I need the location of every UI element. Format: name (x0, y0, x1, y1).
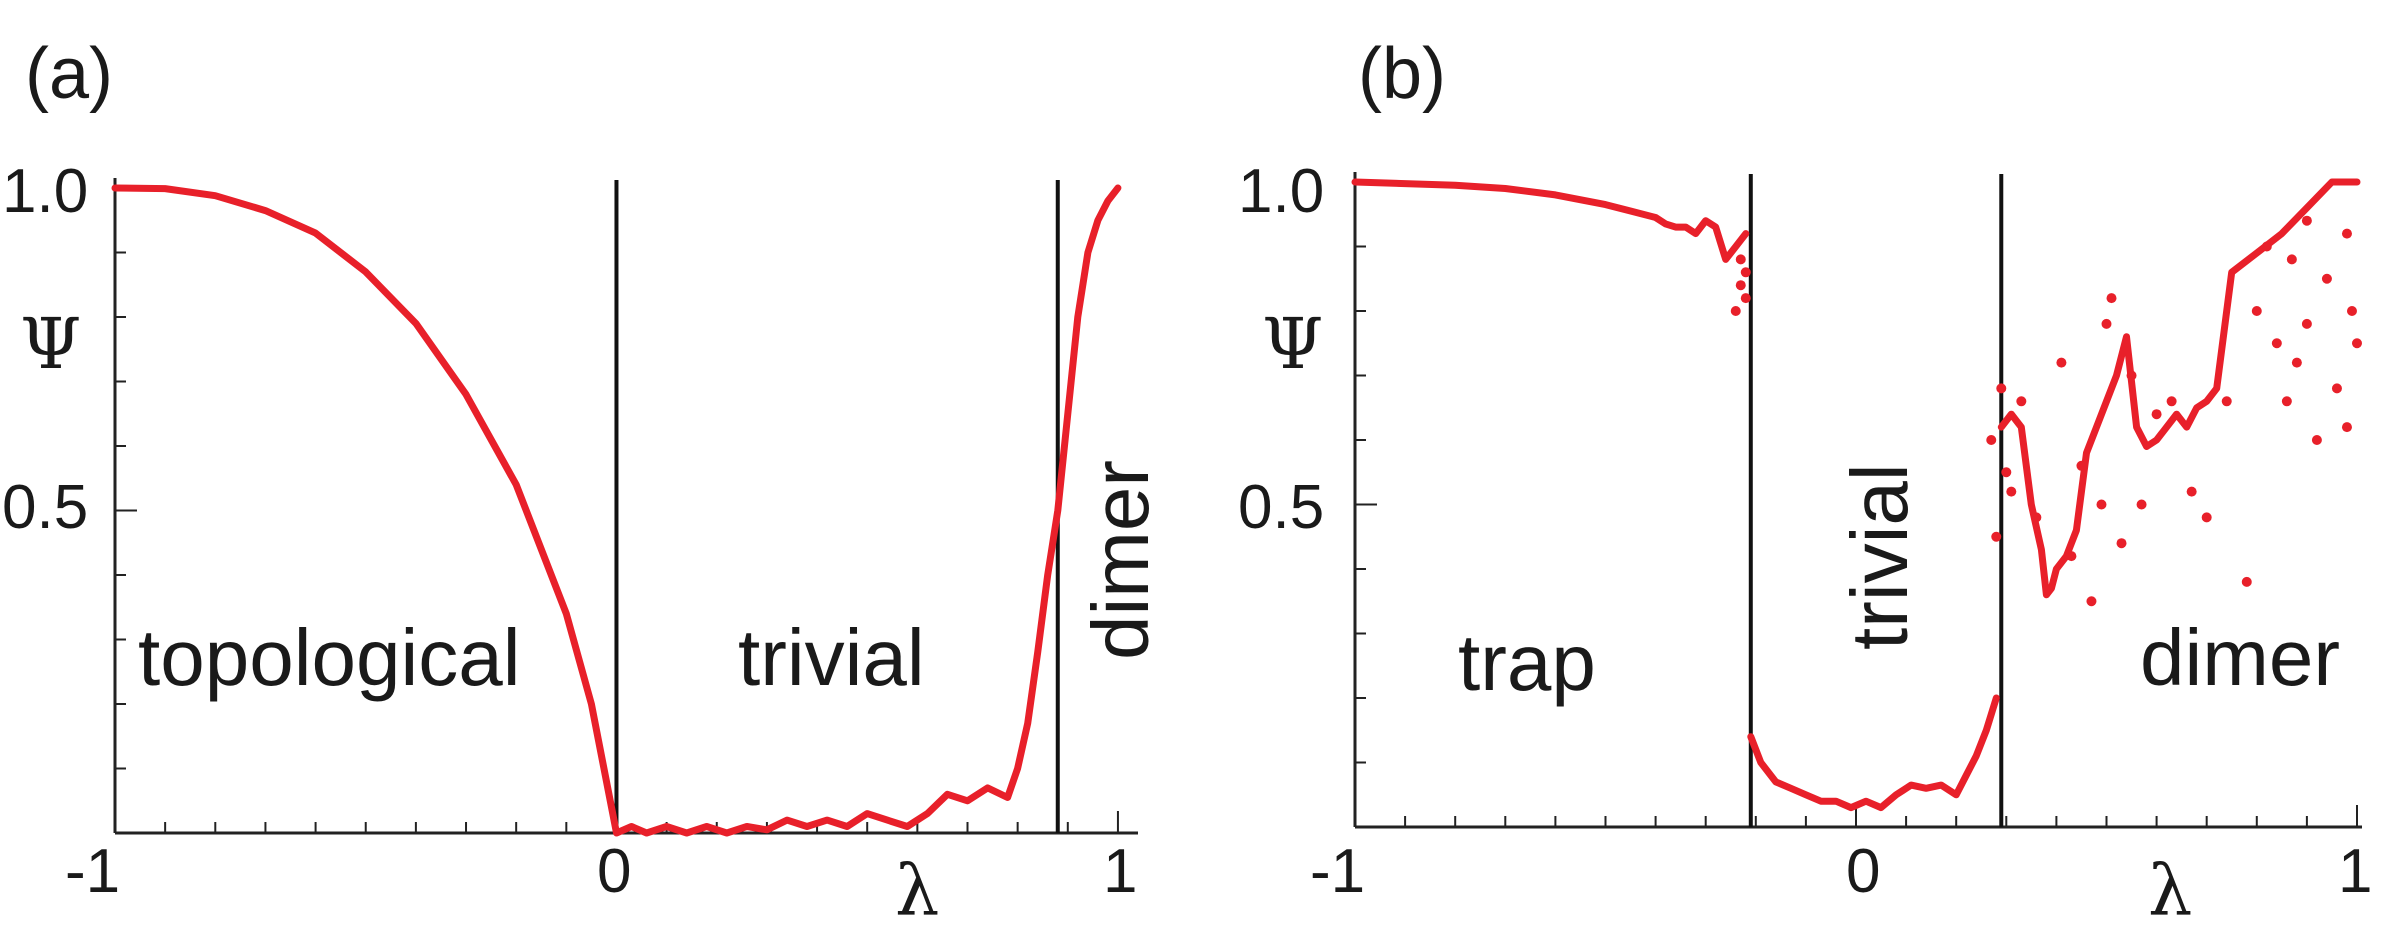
panel-b-scatter-point (1730, 306, 1741, 316)
panel-b-x-tick-label: 0 (1846, 837, 1880, 906)
panel-a-x-tick-label: 0 (597, 837, 631, 906)
panel-b-region-label: trivial (1835, 463, 1924, 650)
panel-b-scatter-point (2251, 306, 2262, 316)
panel-a-region-label: dimer (1076, 460, 1165, 660)
panel-b-scatter-point (2281, 396, 2292, 407)
panel-b-scatter-point (2066, 551, 2077, 562)
panel-a-region-label: trivial (738, 613, 925, 702)
panel-b-scatter-point (2351, 338, 2362, 349)
panel-b-series-line (1351, 178, 1750, 263)
panel-b-scatter-point (2136, 499, 2147, 510)
panel-b-scatter-point (2301, 215, 2312, 226)
panel-b-scatter-point (2116, 538, 2127, 549)
panel-a-x-axis-title: λ (895, 850, 939, 932)
panel-b-region-label: dimer (2140, 613, 2340, 702)
panel-b-scatter-point (1996, 383, 2007, 394)
panel-b: (b) Ψ λ -1 0 1 1.0 0.5 trap trivial dime… (1238, 34, 2372, 932)
panel-b-x-tick-label: -1 (1310, 837, 1365, 906)
panel-b-y-axis-title: Ψ (1262, 303, 1323, 385)
panel-b-scatter-point (2321, 273, 2332, 284)
panel-b-scatter-point (2301, 318, 2312, 329)
panel-b-x-axis-title: λ (2148, 850, 2192, 932)
panel-b-y-tick-label: 0.5 (1238, 473, 1324, 542)
panel-b-scatter-point (1991, 531, 2002, 542)
panel-b-scatter-point (2106, 293, 2117, 304)
panel-b-series-line (1747, 694, 2000, 812)
panel-a-region-label: topological (138, 613, 521, 702)
panel-b-scatter-point (2261, 241, 2272, 252)
panel-b-scatter-point (2076, 460, 2087, 471)
panel-b-label: (b) (1358, 34, 1446, 114)
panel-b-scatter-point (2126, 370, 2137, 381)
panel-b-scatter-point (2166, 396, 2177, 407)
panel-b-scatter-point (2016, 396, 2027, 407)
panel-b-scatter-point (2151, 409, 2162, 420)
panel-b-scatter-point (1986, 435, 1997, 445)
panel-b-scatter-point (1740, 293, 1751, 304)
panel-b-scatter-point (2311, 435, 2322, 445)
panel-b-x-tick-label: 1 (2338, 837, 2372, 906)
panel-b-series-line (1997, 178, 2361, 599)
panel-b-scatter-point (2186, 486, 2197, 497)
panel-b-scatter-point (1735, 280, 1746, 291)
panel-b-scatter-point (2056, 357, 2067, 368)
panel-b-scatter-point (2006, 486, 2017, 497)
panel-a-y-tick-label: 1.0 (2, 157, 88, 226)
panel-b-scatter-point (2001, 467, 2012, 478)
panel-b-scatter-point (2101, 318, 2112, 329)
panel-b-scatter-point (2096, 499, 2107, 510)
panel-b-scatter-point (2201, 512, 2212, 523)
panel-a-y-axis-title: Ψ (20, 303, 81, 385)
panel-b-scatter-point (2341, 228, 2352, 239)
panel-b-scatter-point (2291, 357, 2302, 368)
panel-b-scatter-point (2331, 383, 2342, 394)
panel-b-scatter-point (1740, 267, 1751, 278)
panel-a-x-tick-label: 1 (1103, 837, 1137, 906)
panel-b-scatter-point (2286, 254, 2297, 265)
panel-b-scatter-point (1735, 254, 1746, 265)
panel-a-series-line (111, 184, 1122, 837)
panel-b-region-label: trap (1458, 618, 1596, 707)
panel-b-scatter-point (2221, 396, 2232, 407)
panel-a-label: (a) (25, 34, 113, 114)
panel-b-y-tick-label: 1.0 (1238, 157, 1324, 226)
panel-a-x-tick-label: -1 (65, 837, 120, 906)
panel-b-scatter-point (2346, 306, 2357, 316)
panel-b-scatter-point (2241, 576, 2252, 587)
panel-a: (a) Ψ λ -1 0 1 1.0 0.5 topological trivi… (2, 34, 1165, 932)
panel-b-scatter-point (2086, 596, 2097, 607)
panel-a-y-tick-label: 0.5 (2, 473, 88, 542)
panel-b-scatter-point (2341, 422, 2352, 433)
panel-b-scatter-point (2031, 512, 2042, 523)
panel-b-scatter-point (2271, 338, 2282, 349)
